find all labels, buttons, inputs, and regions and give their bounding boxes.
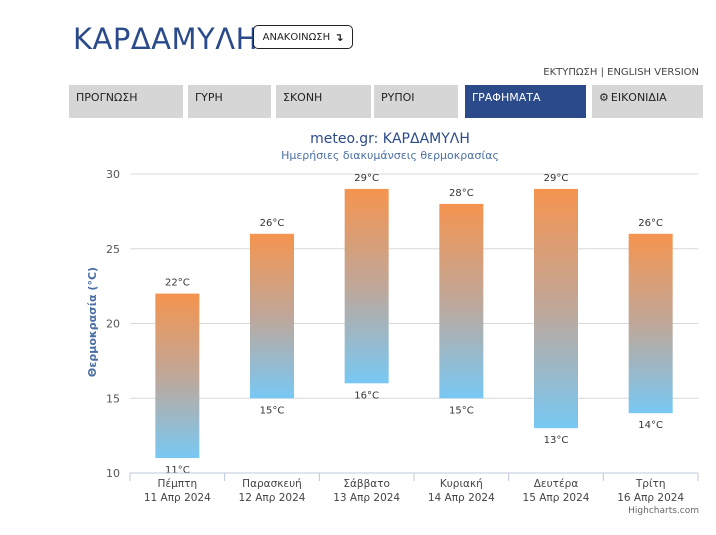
temperature-range-bar — [344, 188, 389, 384]
temperature-chart: meteo.gr: ΚΑΡΔΑΜΥΛΗ Ημερήσιες διακυμάνσε… — [0, 122, 716, 532]
highcharts-credits[interactable]: Highcharts.com — [628, 506, 699, 516]
tab-widgets-label: ΕΙΚΟΝΙΔΙΑ — [610, 91, 667, 104]
min-temp-label: 14°C — [638, 420, 663, 431]
main-nav: ΠΡΟΓΝΩΣΗ ΓΥΡΗ ΣΚΟΝΗ ΡΥΠΟΙ ΓΡΑΦΗΜΑΤΑ ⚙ ΕΙΚ… — [69, 85, 703, 118]
gear-icon: ⚙ — [599, 91, 609, 104]
temperature-range-bar — [250, 233, 294, 399]
max-temp-label: 26°C — [260, 218, 285, 229]
max-temp-label: 22°C — [165, 278, 190, 289]
y-tick-label: 20 — [106, 318, 120, 331]
x-date-label: 13 Απρ 2024 — [333, 492, 400, 504]
temperature-range-bar — [628, 233, 673, 414]
x-day-label: Τρίτη — [635, 478, 666, 490]
y-tick-label: 10 — [106, 467, 120, 480]
chart-title: meteo.gr: ΚΑΡΔΑΜΥΛΗ — [310, 131, 470, 147]
link-separator: | — [600, 67, 604, 78]
tab-dust-label: ΣΚΟΝΗ — [283, 91, 323, 104]
tab-pollen[interactable]: ΓΥΡΗ — [188, 85, 271, 118]
tab-forecast[interactable]: ΠΡΟΓΝΩΣΗ — [69, 85, 183, 118]
x-day-label: Παρασκευή — [242, 478, 302, 490]
temperature-range-bar — [534, 188, 578, 429]
x-day-label: Πέμπτη — [158, 478, 198, 490]
max-temp-label: 26°C — [638, 218, 663, 229]
min-temp-label: 11°C — [165, 465, 190, 476]
y-tick-label: 30 — [106, 168, 120, 181]
header-logo-cut — [175, 0, 535, 6]
min-temp-label: 15°C — [260, 405, 285, 416]
tab-pollen-label: ΓΥΡΗ — [195, 91, 223, 104]
x-date-label: 16 Απρ 2024 — [617, 492, 684, 504]
announce-label: ΑΝΑΚΟΙΝΩΣΗ — [262, 31, 331, 43]
temperature-chart-svg: meteo.gr: ΚΑΡΔΑΜΥΛΗ Ημερήσιες διακυμάνσε… — [86, 131, 699, 504]
max-temp-label: 28°C — [449, 188, 474, 199]
english-version-link[interactable]: ENGLISH VERSION — [607, 67, 699, 78]
chart-subtitle: Ημερήσιες διακυμάνσεις θερμοκρασίας — [281, 149, 499, 162]
min-temp-label: 16°C — [354, 390, 379, 401]
x-date-label: 12 Απρ 2024 — [239, 492, 306, 504]
y-tick-label: 15 — [106, 392, 120, 405]
temperature-range-bar — [439, 203, 484, 399]
y-tick-label: 25 — [106, 243, 120, 256]
min-temp-label: 13°C — [544, 435, 569, 446]
tab-forecast-label: ΠΡΟΓΝΩΣΗ — [76, 91, 138, 104]
min-temp-label: 15°C — [449, 405, 474, 416]
page-title: ΚΑΡΔΑΜΥΛΗ — [73, 22, 258, 56]
top-links: ΕΚΤΥΠΩΣΗ | ENGLISH VERSION — [543, 67, 699, 78]
x-date-label: 14 Απρ 2024 — [428, 492, 495, 504]
x-date-label: 11 Απρ 2024 — [144, 492, 211, 504]
tab-graphs[interactable]: ΓΡΑΦΗΜΑΤΑ — [465, 85, 586, 118]
print-link[interactable]: ΕΚΤΥΠΩΣΗ — [543, 67, 598, 78]
y-axis-label: Θερμοκρασία (°C) — [86, 267, 99, 377]
max-temp-label: 29°C — [544, 173, 569, 184]
tab-dust[interactable]: ΣΚΟΝΗ — [276, 85, 371, 118]
tab-graphs-label: ΓΡΑΦΗΜΑΤΑ — [472, 91, 541, 104]
x-day-label: Σάββατο — [343, 478, 390, 490]
x-day-label: Κυριακή — [440, 478, 483, 490]
tab-pollutants-label: ΡΥΠΟΙ — [381, 91, 415, 104]
announce-button[interactable]: ΑΝΑΚΟΙΝΩΣΗ ↴ — [253, 25, 353, 49]
max-temp-label: 29°C — [354, 173, 379, 184]
tab-pollutants[interactable]: ΡΥΠΟΙ — [374, 85, 458, 118]
x-day-label: Δευτέρα — [534, 478, 579, 490]
tab-widgets[interactable]: ⚙ ΕΙΚΟΝΙΔΙΑ — [592, 85, 703, 118]
arrow-turn-icon: ↴ — [334, 30, 344, 44]
x-date-label: 15 Απρ 2024 — [523, 492, 590, 504]
temperature-range-bar — [155, 293, 200, 459]
